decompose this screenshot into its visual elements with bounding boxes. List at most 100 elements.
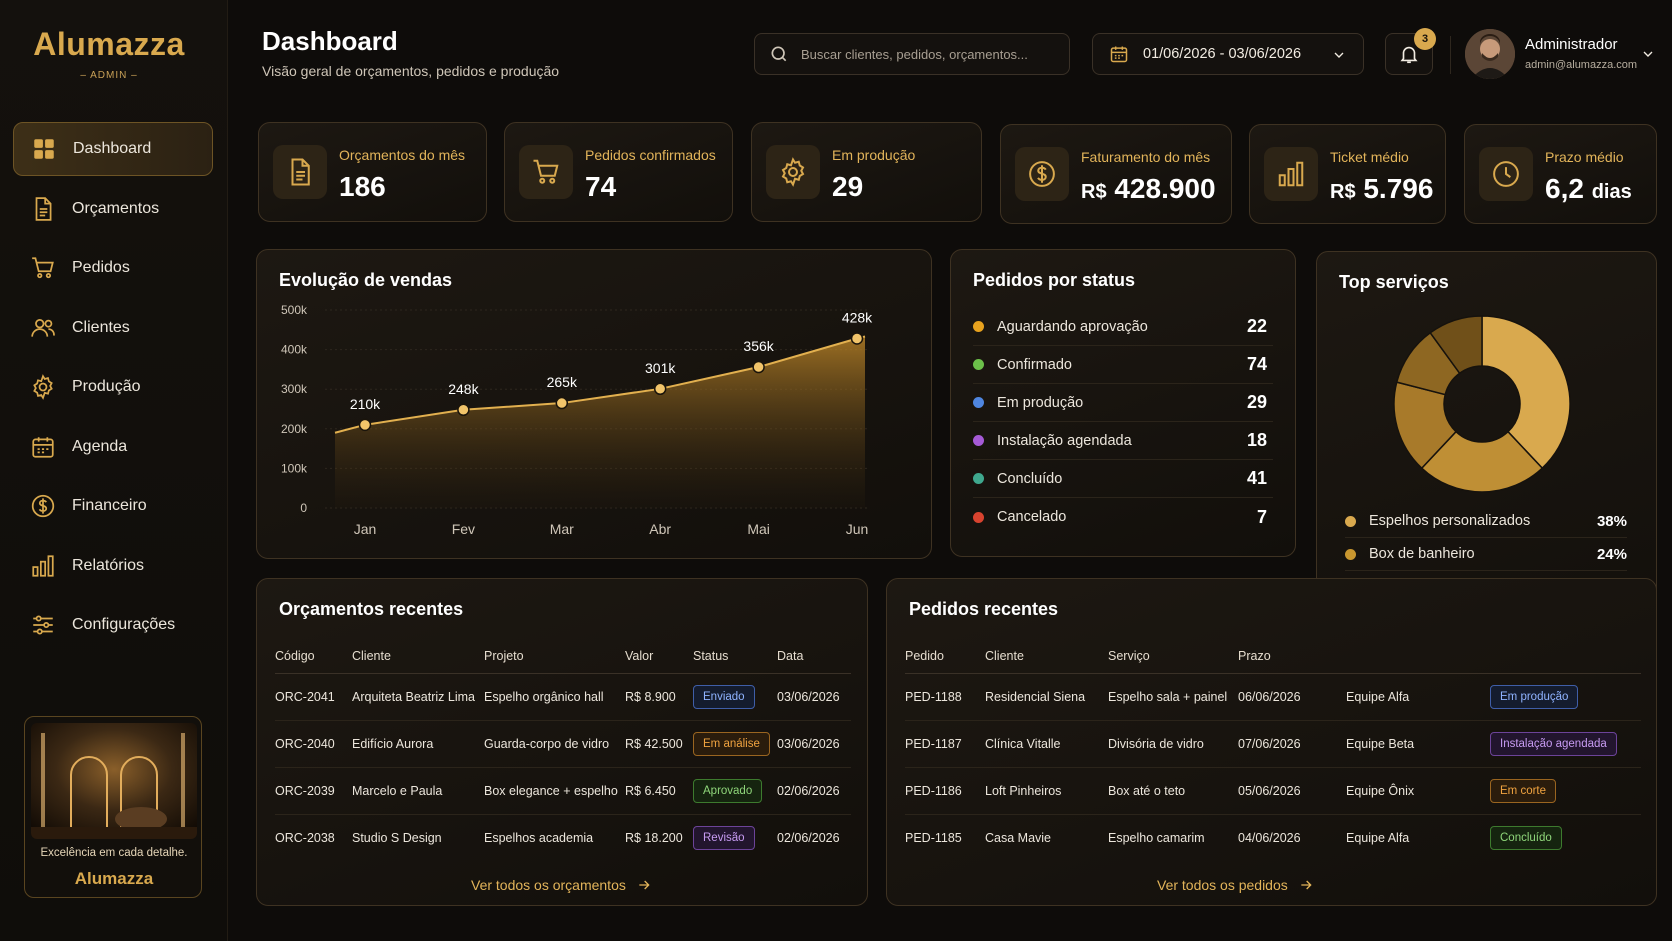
user-menu-chevron-icon[interactable]	[1640, 46, 1656, 62]
status-dot	[973, 435, 984, 446]
top-services-title: Top serviços	[1339, 272, 1449, 292]
recent-quotes-panel: Orçamentos recentes Código Cliente Projeto…	[256, 578, 868, 906]
table-row[interactable]: ORC-2040 Edifício Aurora Guarda-corpo de v…	[275, 720, 851, 768]
column-header: Código	[275, 639, 352, 674]
y-tick-label: 0	[300, 501, 307, 515]
order-client: Casa Mavie	[985, 830, 1051, 845]
user-name[interactable]: Administrador	[1525, 36, 1618, 53]
date-range-value: 01/06/2026 - 03/06/2026	[1143, 46, 1302, 62]
kpi-number: 5.796	[1363, 173, 1434, 204]
header-divider	[1450, 36, 1451, 74]
donut-slice	[1420, 430, 1544, 493]
order-status-cell: Instalação agendada	[1490, 720, 1641, 768]
sidebar: Alumazza – ADMIN – Dashboard Orçamentos Pe…	[0, 0, 228, 941]
kpi-label: Em produção	[832, 147, 916, 163]
order-service: Espelho sala + painel	[1108, 673, 1238, 721]
sidebar-item-label: Agenda	[72, 437, 128, 455]
status-label: Instalação agendada	[997, 432, 1132, 449]
kpi-icon-box	[1264, 147, 1318, 201]
order-code: PED-1185	[905, 830, 962, 845]
quote-value: R$ 6.450	[625, 767, 693, 815]
search-input[interactable]: Buscar clientes, pedidos, orçamentos...	[754, 33, 1070, 75]
kpi-prefix: R$	[1081, 181, 1107, 203]
quote-status-cell: Aprovado	[693, 767, 777, 815]
sidebar-item-bar-chart[interactable]: Relatórios	[13, 539, 213, 593]
recent-orders-panel: Pedidos recentes Pedido Cliente Serviço Pra…	[886, 578, 1657, 906]
recent-orders-title: Pedidos recentes	[909, 599, 1059, 619]
data-point	[555, 396, 569, 410]
y-tick-label: 300k	[281, 382, 308, 396]
sidebar-item-sliders[interactable]: Configurações	[13, 598, 213, 652]
quote-project: Box elegance + espelho	[484, 767, 625, 815]
sidebar-item-grid[interactable]: Dashboard	[13, 122, 213, 176]
sidebar-item-cart[interactable]: Pedidos	[13, 241, 213, 295]
sidebar-item-calendar[interactable]: Agenda	[13, 420, 213, 474]
clock-icon	[1493, 161, 1519, 187]
status-row[interactable]: Confirmado 74	[973, 346, 1273, 384]
order-deadline: 06/06/2026	[1238, 673, 1346, 721]
recent-orders-table: Pedido Cliente Serviço Prazo PED-1188 Reside…	[905, 639, 1641, 861]
user-email: admin@alumazza.com	[1525, 59, 1638, 71]
kpi-card: Orçamentos do mês 186	[258, 122, 487, 222]
table-row[interactable]: PED-1187 Clínica Vitalle Divisória de vidr…	[905, 720, 1641, 768]
x-tick-label: Jun	[846, 521, 869, 537]
sidebar-item-gear[interactable]: Produção	[13, 360, 213, 414]
data-point	[850, 332, 864, 345]
order-team: Equipe Alfa	[1346, 830, 1410, 845]
x-tick-label: Jan	[354, 521, 377, 537]
status-badge: Concluído	[1490, 825, 1562, 850]
table-row[interactable]: ORC-2041 Arquiteta Beatriz Lima Espelho or…	[275, 673, 851, 721]
view-all-orders-link[interactable]: Ver todos os pedidos	[1157, 877, 1314, 893]
kpi-card: Ticket médio R$ 5.796	[1249, 124, 1446, 224]
status-row[interactable]: Instalação agendada 18	[973, 422, 1273, 460]
status-row[interactable]: Cancelado 7	[973, 498, 1273, 536]
table-row[interactable]: ORC-2038 Studio S Design Espelhos academia…	[275, 814, 851, 861]
sidebar-item-label: Clientes	[72, 318, 130, 336]
service-dot	[1345, 548, 1356, 560]
orders-status-title: Pedidos por status	[973, 270, 1136, 290]
column-header: Status	[693, 639, 777, 674]
quote-client: Arquiteta Beatriz Lima	[352, 673, 484, 721]
sidebar-item-dollar[interactable]: Financeiro	[13, 479, 213, 533]
status-row[interactable]: Em produção 29	[973, 384, 1273, 422]
date-range-picker[interactable]: 01/06/2026 - 03/06/2026	[1092, 33, 1364, 75]
status-row[interactable]: Concluído 41	[973, 460, 1273, 498]
sidebar-item-document[interactable]: Orçamentos	[13, 182, 213, 236]
service-percent: 24%	[1596, 545, 1627, 563]
table-row[interactable]: PED-1188 Residencial Siena Espelho sala + …	[905, 673, 1641, 721]
table-row[interactable]: PED-1185 Casa Mavie Espelho camarim 04/06/2…	[905, 814, 1641, 861]
sidebar-item-label: Financeiro	[72, 497, 147, 514]
status-count: 29	[1246, 392, 1267, 412]
document-icon	[35, 196, 52, 221]
promo-image	[31, 723, 197, 839]
gear-icon	[781, 157, 805, 187]
table-row[interactable]: ORC-2039 Marcelo e Paula Box elegance + es…	[275, 767, 851, 815]
kpi-prefix: R$	[1330, 181, 1356, 203]
sidebar-item-label: Dashboard	[73, 140, 152, 157]
column-header: Cliente	[352, 639, 484, 674]
promo-card: Excelência em cada detalhe. Alumazza	[24, 716, 202, 898]
sidebar-item-users[interactable]: Clientes	[13, 301, 213, 355]
notification-count-badge: 3	[1414, 28, 1436, 50]
data-point	[653, 382, 667, 396]
view-all-quotes-link[interactable]: Ver todos os orçamentos	[471, 877, 652, 893]
order-client: Residencial Siena	[985, 673, 1108, 721]
view-all-quotes-label: Ver todos os orçamentos	[471, 877, 626, 893]
sales-area	[335, 336, 865, 508]
quote-code: ORC-2038	[275, 830, 335, 845]
services-donut-chart	[1393, 315, 1571, 493]
service-label: Box de banheiro	[1369, 546, 1475, 562]
data-label: 248k	[448, 381, 479, 397]
status-badge: Enviado	[693, 684, 755, 709]
status-dot	[973, 473, 984, 484]
status-row[interactable]: Aguardando aprovação 22	[973, 308, 1273, 346]
kpi-icon-box	[1479, 147, 1533, 201]
quote-value: R$ 42.500	[625, 720, 693, 768]
status-dot	[973, 359, 984, 370]
calendar-icon	[32, 436, 54, 458]
quote-status-cell: Em análise	[693, 720, 777, 768]
order-service: Box até o teto	[1108, 767, 1238, 815]
status-badge: Revisão	[693, 825, 755, 850]
table-row[interactable]: PED-1186 Loft Pinheiros Box até o teto 05/0…	[905, 767, 1641, 815]
avatar[interactable]	[1465, 29, 1515, 79]
